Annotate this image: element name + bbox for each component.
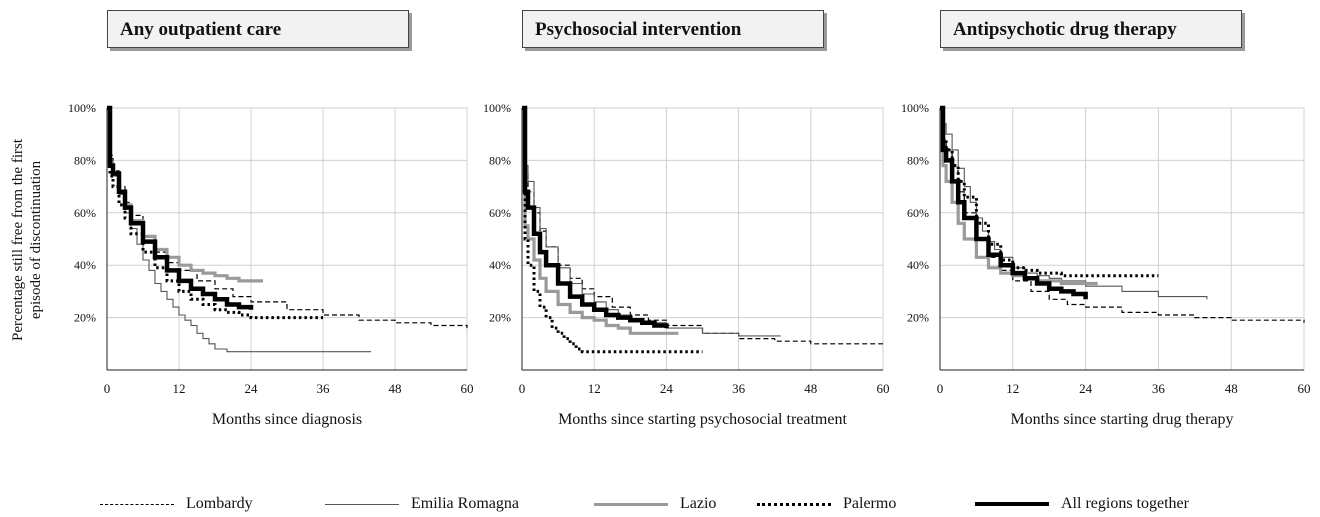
panel-title-antipsychotic: Antipsychotic drug therapy — [940, 10, 1242, 48]
legend-label: Lombardy — [186, 495, 253, 512]
series-line-emilia-romagna — [107, 107, 371, 353]
y-tick-label: 40% — [907, 258, 929, 272]
x-tick-label: 0 — [519, 381, 526, 396]
series-line-lombardy — [107, 107, 468, 329]
series-line-all-regions-together — [940, 105, 1088, 300]
legend-label: Emilia Romagna — [411, 495, 519, 512]
legend-item-all-regions-together: All regions together — [975, 492, 1189, 516]
x-axis-label: Months since diagnosis — [212, 411, 362, 428]
legend-item-lazio: Lazio — [594, 492, 716, 516]
y-tick-label: 80% — [907, 153, 929, 167]
legend-swatch-all-regions-together — [975, 502, 1049, 506]
x-tick-label: 36 — [732, 381, 746, 396]
x-axis-label: Months since starting psychosocial treat… — [558, 411, 847, 428]
legend-swatch-lazio — [594, 502, 668, 506]
y-tick-label: 20% — [489, 311, 511, 325]
x-tick-label: 24 — [1079, 381, 1093, 396]
series-line-all-regions-together — [522, 105, 669, 329]
series-line-lazio — [107, 106, 263, 283]
legend-label: Lazio — [680, 495, 717, 512]
y-tick-label: 80% — [489, 153, 511, 167]
y-tick-label: 100% — [901, 101, 929, 115]
series-line-emilia-romagna — [940, 107, 1208, 300]
x-tick-label: 0 — [937, 381, 944, 396]
series-line-palermo — [107, 106, 323, 320]
x-tick-label: 60 — [1298, 381, 1311, 396]
series-line-emilia-romagna — [522, 107, 781, 337]
y-tick-label: 60% — [74, 206, 96, 220]
y-tick-label: 20% — [74, 311, 96, 325]
plot-frame — [939, 107, 1305, 371]
x-tick-label: 36 — [317, 381, 331, 396]
panel-title-outpatient: Any outpatient care — [107, 10, 409, 48]
x-tick-label: 12 — [1006, 381, 1019, 396]
panel-title-psychosocial: Psychosocial intervention — [522, 10, 824, 48]
series-line-all-regions-together — [107, 105, 254, 310]
y-axis-label: Percentage still free from the first epis… — [10, 138, 44, 341]
x-tick-label: 24 — [245, 381, 259, 396]
x-tick-label: 48 — [804, 381, 817, 396]
y-tick-label: 80% — [74, 153, 96, 167]
x-tick-label: 12 — [588, 381, 601, 396]
x-tick-label: 36 — [1152, 381, 1166, 396]
y-tick-label: 100% — [68, 101, 96, 115]
legend-swatch-lombardy — [100, 503, 174, 505]
legend-label: Palermo — [843, 495, 897, 512]
y-tick-label: 40% — [74, 258, 96, 272]
x-tick-label: 60 — [877, 381, 890, 396]
legend-item-emilia-romagna: Emilia Romagna — [325, 492, 519, 516]
series-line-lazio — [522, 106, 679, 335]
chart-panel-3: 0 12 24 36 48 60 20% 40% 60% 80% 100% Months since … — [901, 101, 1311, 428]
plot-frame — [106, 107, 468, 371]
y-tick-label: 60% — [907, 206, 929, 220]
legend-item-palermo: Palermo — [757, 492, 896, 516]
chart-panel-1: 0 12 24 36 48 60 20% 40% 60% 80% 100% Months since … — [68, 101, 474, 428]
series-line-lombardy — [522, 107, 883, 345]
legend-item-lombardy: Lombardy — [100, 492, 253, 516]
legend-label: All regions together — [1061, 495, 1189, 512]
series-line-palermo — [940, 106, 1159, 278]
x-tick-label: 0 — [104, 381, 111, 396]
y-tick-label: 100% — [483, 101, 511, 115]
y-tick-label: 60% — [489, 206, 511, 220]
y-tick-label: 20% — [907, 311, 929, 325]
x-tick-label: 24 — [660, 381, 674, 396]
y-axis-label-line-2: episode of discontinuation — [28, 160, 44, 319]
legend-swatch-palermo — [757, 502, 831, 506]
y-tick-label: 40% — [489, 258, 511, 272]
legend-swatch-emilia-romagna — [325, 503, 399, 505]
x-tick-label: 48 — [1225, 381, 1238, 396]
x-tick-label: 48 — [389, 381, 402, 396]
chart-panel-2: 0 12 24 36 48 60 20% 40% 60% 80% 100% Months since … — [483, 101, 890, 428]
series-line-palermo — [522, 106, 703, 354]
y-axis-label-line-1: Percentage still free from the first — [10, 138, 26, 341]
x-axis-label: Months since starting drug therapy — [1010, 411, 1233, 428]
x-tick-label: 60 — [461, 381, 474, 396]
x-tick-label: 12 — [173, 381, 186, 396]
